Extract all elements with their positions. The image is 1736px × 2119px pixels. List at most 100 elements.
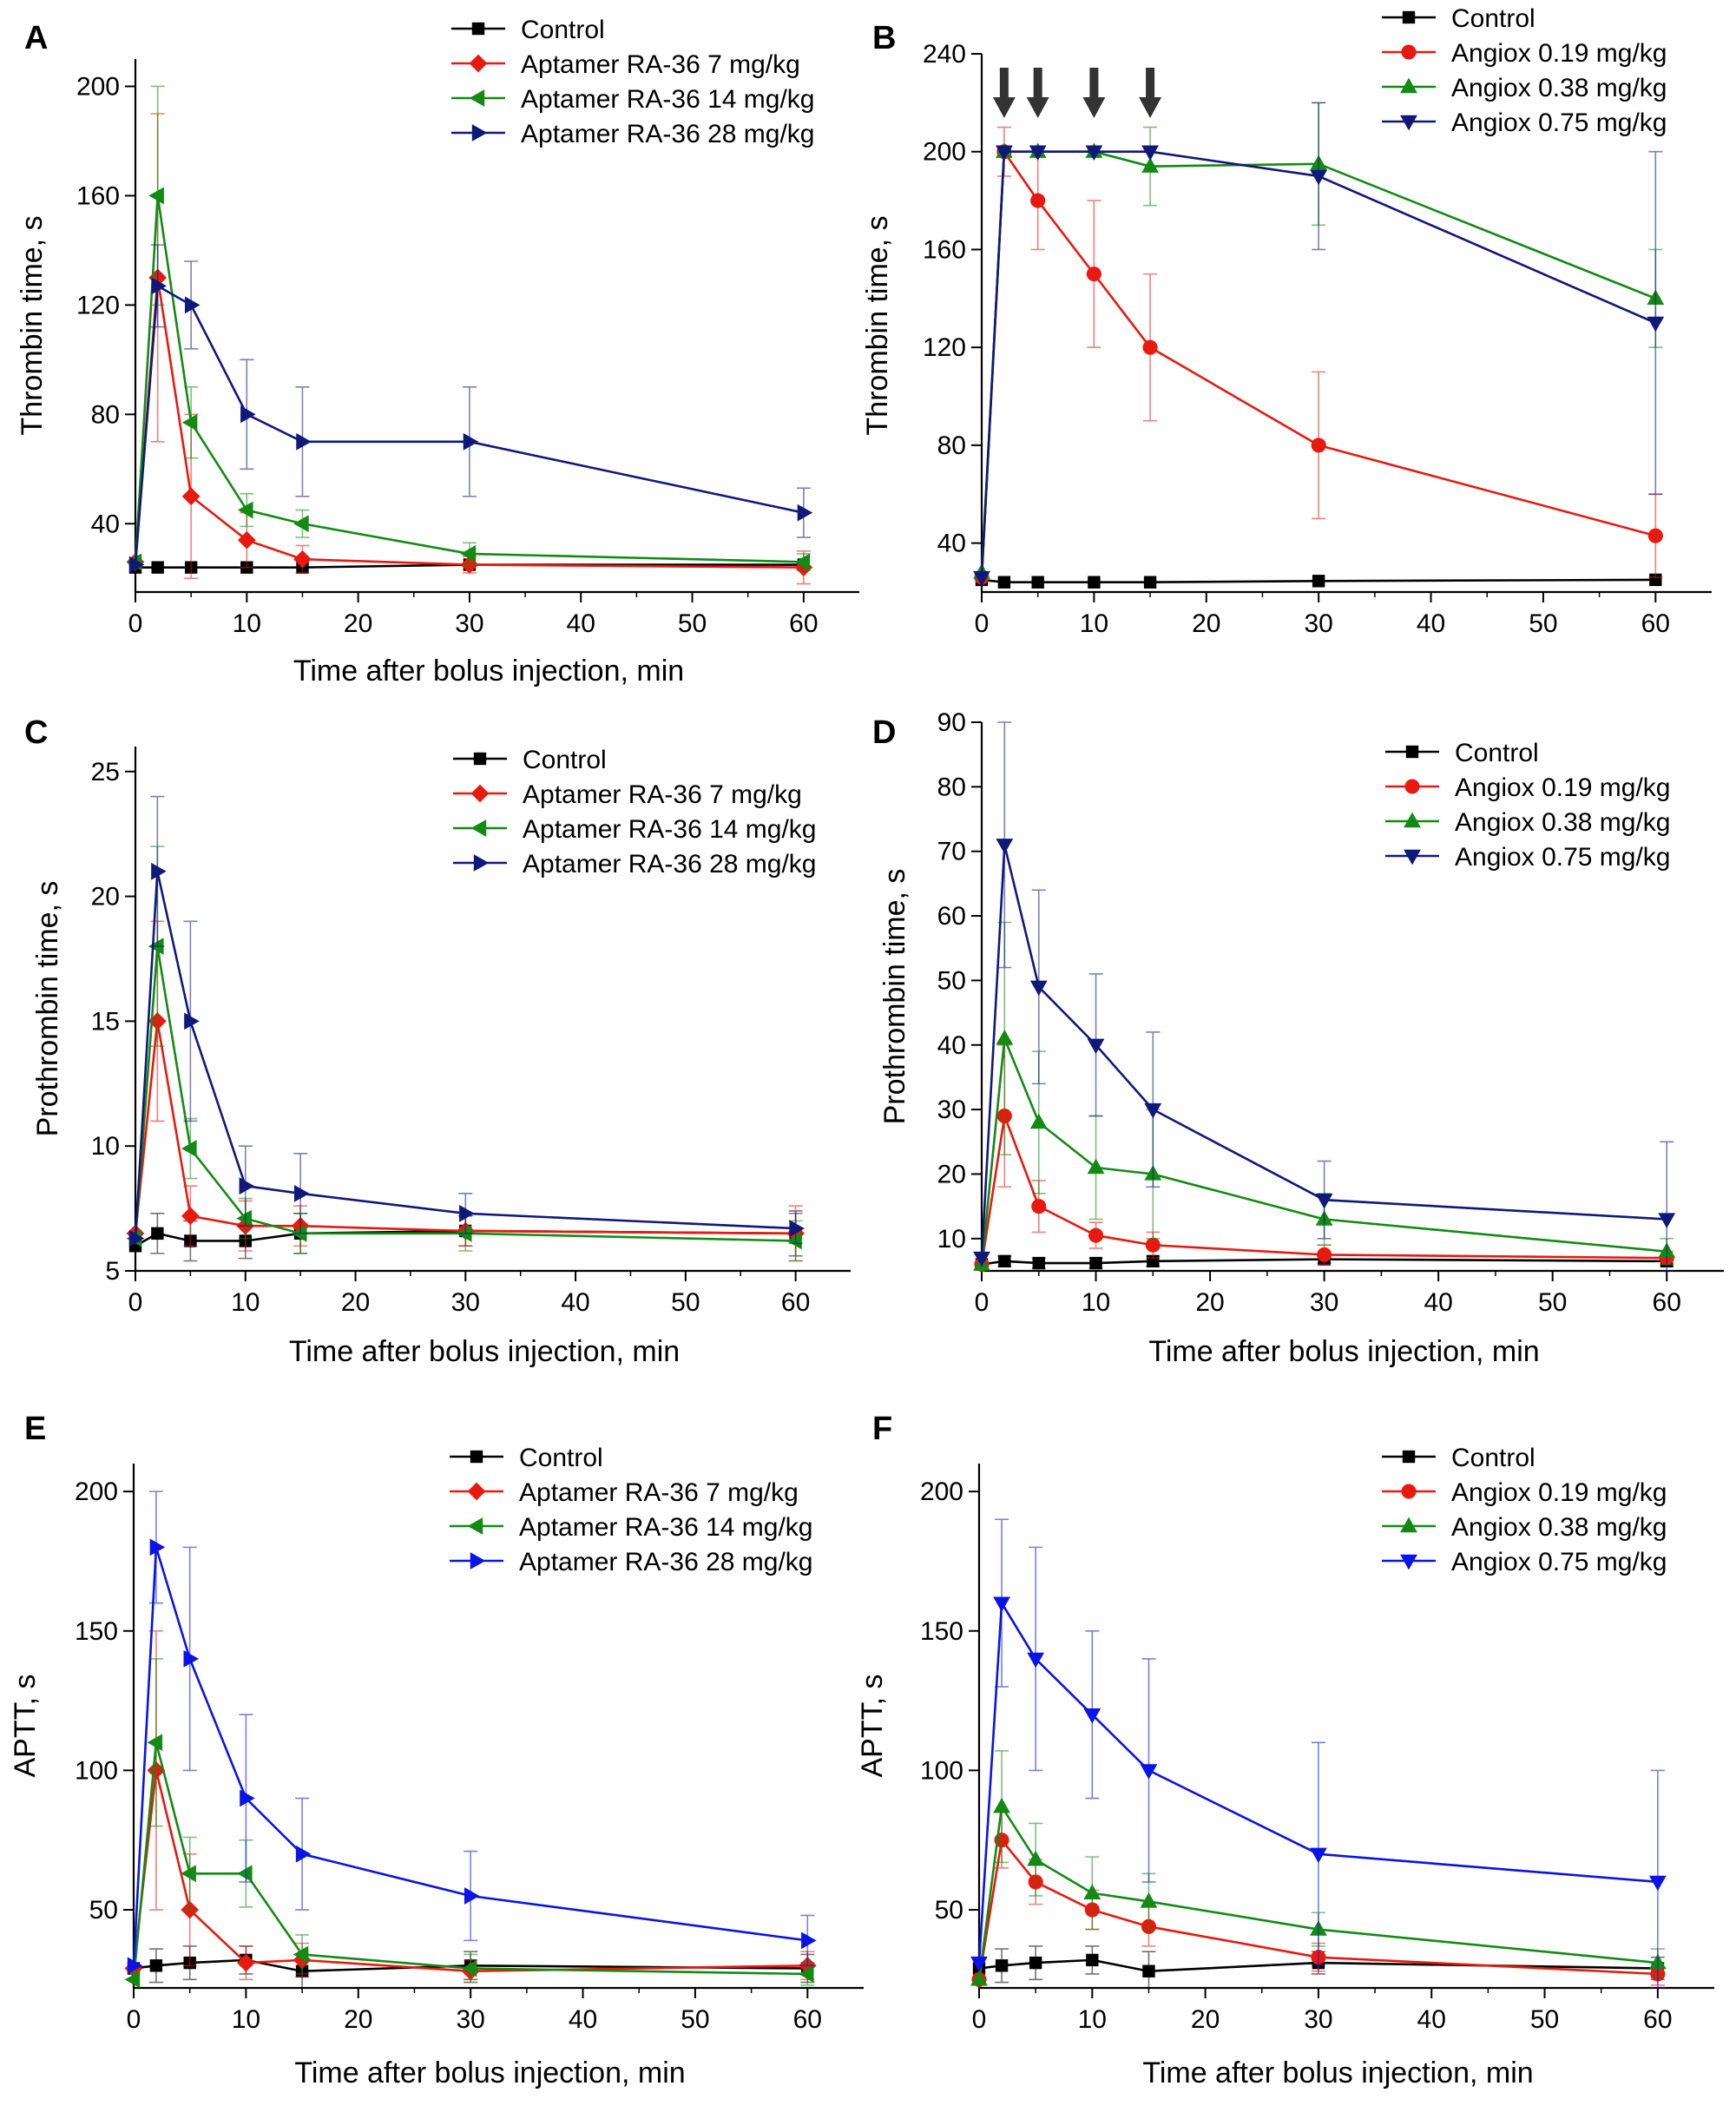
data-point: [1315, 1194, 1333, 1209]
data-point: [236, 1209, 252, 1227]
legend-item: Angiox 0.38 mg/kg: [1385, 808, 1670, 837]
data-point: [293, 549, 312, 569]
legend-label: Control: [1455, 739, 1539, 767]
data-point: [184, 296, 201, 314]
panel-b: B 0 10 20 30 40 50 60 40 80 120 160 200 240 Thrombin t…: [861, 4, 1712, 638]
x-axis-label-e: Time after bolus injection, min: [294, 2056, 685, 2089]
legend-item: Angiox 0.38 mg/kg: [1382, 1513, 1667, 1542]
x-tick-label-a: 0: [128, 609, 143, 638]
data-point: [464, 1887, 480, 1905]
legend-marker: [467, 1517, 483, 1535]
data-point: [124, 1971, 141, 1989]
y-tick-label-d: 90: [937, 708, 966, 737]
injection-arrow: [1139, 68, 1162, 118]
data-point: [128, 556, 145, 574]
legend-marker: [1400, 115, 1417, 131]
series-a-3: [128, 244, 813, 574]
x-tick-label-e: 30: [456, 2005, 484, 2034]
series-a-1: [126, 113, 813, 585]
y-axis-label-e: APTT, s: [9, 1674, 42, 1777]
legend-marker: [1404, 849, 1421, 865]
legend-item: Angiox 0.75 mg/kg: [1385, 843, 1670, 872]
data-point: [970, 1971, 988, 1986]
legend-label: Aptamer RA-36 14 mg/kg: [519, 1513, 812, 1542]
panel-label-e: E: [24, 1411, 46, 1447]
legend-label: Aptamer RA-36 14 mg/kg: [521, 85, 814, 114]
panel-a: A 0 10 20 30 40 50 60 40 80 120 160 200 Time after bo…: [16, 16, 859, 688]
x-tick-label-f: 30: [1304, 2005, 1332, 2034]
legend-item: Angiox 0.75 mg/kg: [1382, 1548, 1667, 1576]
data-point: [1027, 1652, 1045, 1668]
y-axis-label-b: Thrombin time, s: [861, 215, 894, 435]
data-point: [293, 1184, 310, 1202]
legend-marker: [470, 1450, 483, 1464]
legend-marker: [1404, 779, 1420, 794]
data-point: [1027, 1850, 1045, 1866]
x-tick-label-d: 30: [1310, 1288, 1338, 1317]
y-axis-label-f: APTT, s: [856, 1674, 889, 1777]
injection-arrow: [1082, 68, 1106, 118]
panel-label-f: F: [872, 1411, 892, 1447]
legend-label: Control: [519, 1444, 603, 1472]
data-point: [997, 576, 1011, 589]
error-bar: [1660, 1141, 1674, 1272]
y-tick-label-d: 70: [937, 838, 966, 866]
legend-label: Aptamer RA-36 7 mg/kg: [523, 780, 802, 809]
data-point: [1143, 576, 1157, 589]
x-tick-label-b: 50: [1529, 609, 1557, 638]
legend-item: Aptamer RA-36 28 mg/kg: [453, 850, 816, 879]
legend-marker: [1402, 10, 1416, 24]
data-point: [463, 432, 479, 451]
data-point: [1087, 1158, 1105, 1175]
series-c-2: [126, 846, 803, 1262]
data-point: [1648, 1875, 1667, 1892]
x-tick-label-d: 50: [1538, 1288, 1567, 1317]
legend-item: Aptamer RA-36 28 mg/kg: [450, 1548, 812, 1576]
data-point: [296, 432, 312, 451]
data-point: [794, 553, 811, 571]
legend-marker: [1401, 44, 1417, 60]
legend-a: Control Aptamer RA-36 7 mg/kg Aptamer RA-3…: [451, 16, 814, 148]
data-point: [1317, 1247, 1332, 1262]
data-point: [1088, 576, 1101, 589]
data-point: [993, 1596, 1010, 1612]
y-tick-label-c: 25: [91, 758, 120, 786]
y-tick-label-e: 50: [89, 1896, 118, 1925]
legend-item: Angiox 0.19 mg/kg: [1382, 1478, 1667, 1507]
data-point: [240, 405, 256, 424]
x-tick-label-c: 60: [781, 1288, 810, 1317]
data-point: [1141, 157, 1159, 173]
data-point: [993, 1797, 1010, 1813]
x-axis-label-f: Time after bolus injection, min: [1142, 2056, 1533, 2089]
y-tick-label-d: 40: [937, 1031, 966, 1060]
legend-marker: [1400, 77, 1417, 94]
legend-marker: [473, 854, 490, 872]
series-line: [134, 871, 796, 1239]
data-point: [147, 1734, 163, 1752]
legend-b: Control Angiox 0.19 mg/kg Angiox 0.38 mg/k…: [1382, 4, 1667, 137]
x-tick-label-f: 50: [1530, 2005, 1559, 2034]
data-point: [181, 1207, 200, 1226]
data-point: [1029, 980, 1048, 997]
y-tick-label-b: 200: [923, 138, 966, 167]
series-c-3: [128, 795, 805, 1247]
data-point: [1085, 145, 1103, 161]
y-tick-label-a: 200: [76, 72, 120, 101]
data-point: [183, 1649, 200, 1668]
panel-c: C 0 10 20 30 40 50 60 5 10 15 20 25 Time after bolus …: [24, 714, 851, 1368]
data-point: [127, 1957, 143, 1975]
legend-marker: [470, 784, 490, 803]
x-tick-label-c: 30: [451, 1288, 480, 1317]
x-tick-label-b: 20: [1192, 609, 1220, 638]
data-point: [1647, 528, 1663, 543]
data-point: [1089, 1256, 1102, 1270]
x-tick-label-d: 0: [975, 1288, 990, 1317]
legend-item: Angiox 0.38 mg/kg: [1382, 74, 1667, 102]
legend-item: Control: [1385, 739, 1539, 767]
data-point: [148, 187, 164, 205]
y-tick-label-d: 20: [937, 1160, 966, 1188]
legend-label: Angiox 0.75 mg/kg: [1451, 1548, 1667, 1576]
legend-item: Control: [1382, 4, 1535, 33]
x-axis-label-d: Time after bolus injection, min: [1148, 1335, 1539, 1368]
data-point: [181, 487, 201, 506]
